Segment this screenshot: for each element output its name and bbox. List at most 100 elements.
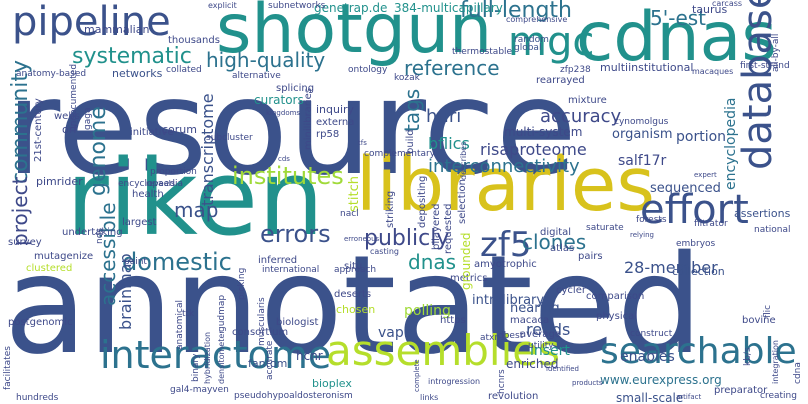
word: average	[520, 329, 561, 340]
word: initiative	[130, 127, 174, 138]
word: mgc	[508, 19, 595, 65]
word: revolution	[488, 391, 539, 402]
word: zfp238	[560, 65, 591, 75]
word: physical	[596, 311, 637, 322]
word: integration	[771, 340, 780, 384]
word: comparison	[586, 291, 645, 302]
word: assemblies	[326, 326, 560, 375]
word: undertaking	[62, 227, 123, 238]
word: construct	[630, 329, 673, 339]
word: reveals	[146, 179, 175, 188]
word: networks	[112, 67, 163, 80]
word: explicit	[208, 1, 237, 10]
word: cds	[278, 155, 290, 163]
word: nds	[95, 227, 105, 244]
word: links	[420, 393, 439, 402]
word: bilayered	[431, 203, 442, 251]
word: kingdoms	[266, 109, 301, 117]
word: https	[440, 315, 466, 326]
word: sequenced	[650, 181, 721, 196]
word: preparator	[714, 385, 768, 396]
word: gal4-mayven	[170, 385, 229, 395]
word: project	[8, 176, 32, 246]
word: describes	[459, 141, 468, 180]
word: accurate	[265, 340, 275, 380]
word: products	[572, 379, 603, 387]
word: bioplex	[312, 377, 352, 390]
word: cdnas	[576, 0, 777, 77]
word: densitometer	[217, 330, 226, 384]
word: kozak	[394, 73, 420, 83]
word: organism	[612, 127, 673, 142]
word: accuracy	[540, 106, 622, 127]
word: intralibrary	[472, 293, 545, 308]
word: erroneous	[344, 235, 380, 243]
word: picking	[237, 267, 247, 300]
word: embryos	[676, 239, 716, 249]
word: international	[262, 265, 320, 275]
word: biologist	[276, 317, 319, 328]
word: 5'-est	[650, 6, 707, 30]
word: largest	[122, 217, 157, 228]
word: accessible	[96, 202, 120, 306]
word: flic	[763, 304, 773, 318]
word: nearing	[510, 301, 560, 316]
word: deserts	[334, 289, 372, 300]
word: risaproteome	[480, 140, 587, 159]
word: anatomy-based	[16, 69, 87, 79]
word: institutes	[232, 162, 344, 190]
word: amyotrophic	[474, 259, 537, 270]
word: hundreds	[16, 393, 59, 403]
word: casting	[370, 247, 399, 256]
word: mutagenize	[34, 251, 94, 262]
word: atxn1	[480, 333, 506, 343]
word: searchable	[600, 331, 797, 372]
word: externa	[316, 117, 355, 128]
word: annotated	[4, 227, 703, 385]
word: comprehensive	[506, 15, 568, 24]
word: striking	[385, 190, 396, 228]
word: effort	[640, 187, 749, 233]
word: national	[754, 225, 791, 235]
word: clustered	[26, 263, 73, 274]
word: digital	[540, 227, 572, 238]
word: tags	[400, 88, 424, 132]
word: macaca	[510, 315, 550, 326]
word: all-by-all	[771, 33, 781, 72]
word: kb/s	[743, 347, 753, 366]
word: gudmap	[217, 294, 227, 332]
word: enables	[620, 349, 675, 365]
word: nacl	[340, 209, 359, 219]
word: portion	[676, 129, 727, 145]
word: thousands	[168, 35, 220, 46]
word: tfs	[358, 139, 367, 147]
word: metrics	[450, 273, 488, 284]
word: orf	[62, 123, 78, 136]
word: subnetworks	[268, 1, 326, 11]
word: global	[514, 43, 542, 53]
word: random	[514, 35, 549, 45]
word: artifact	[676, 393, 702, 401]
word: clones	[522, 230, 587, 254]
word: cycler	[556, 285, 586, 296]
word: enriched	[506, 357, 559, 371]
word: vapb	[378, 325, 413, 341]
word: rearrayed	[536, 75, 585, 86]
word: thermostable	[452, 47, 513, 57]
word: build	[405, 129, 416, 154]
word: taurus	[692, 3, 728, 16]
word: salf17r	[618, 153, 667, 169]
word: insert	[530, 343, 570, 359]
word: reads	[526, 320, 571, 339]
word: cynomolgus	[614, 117, 669, 127]
word: expert	[694, 171, 717, 179]
word: postgenomic	[8, 317, 73, 328]
word: map	[174, 198, 219, 222]
word: libraries	[356, 142, 655, 228]
word: selection	[457, 179, 468, 224]
word: resource	[6, 51, 577, 205]
word: zf5	[480, 225, 532, 265]
word: errors	[260, 220, 331, 248]
word: 28-member	[624, 258, 718, 277]
